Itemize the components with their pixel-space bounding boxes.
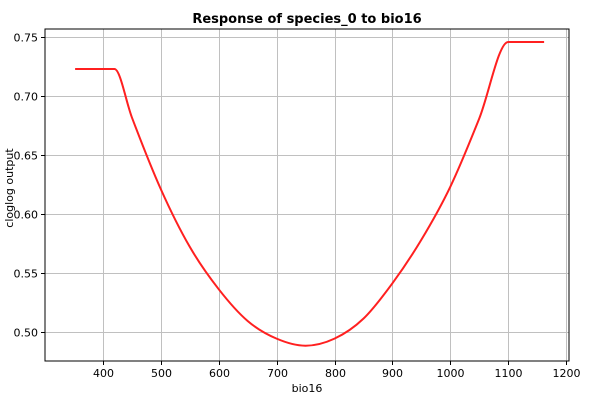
x-tick-label: 1100 bbox=[495, 367, 523, 380]
y-axis-title: cloglog output bbox=[3, 148, 16, 228]
series-layer bbox=[75, 40, 545, 347]
y-axis: 0.50 0.55 0.60 0.65 0.70 0.75 bbox=[14, 32, 45, 340]
x-tick-label: 1000 bbox=[437, 367, 465, 380]
x-tick-label: 400 bbox=[93, 367, 114, 380]
x-tick-label: 600 bbox=[209, 367, 230, 380]
x-tick-label: 500 bbox=[151, 367, 172, 380]
x-axis-title: bio16 bbox=[292, 382, 323, 395]
y-tick-label: 0.60 bbox=[14, 209, 39, 222]
x-tick-label: 800 bbox=[325, 367, 346, 380]
x-tick-label: 1200 bbox=[553, 367, 581, 380]
response-curve bbox=[75, 40, 545, 347]
x-tick-label: 700 bbox=[267, 367, 288, 380]
chart-title: Response of species_0 to bio16 bbox=[192, 12, 421, 27]
x-tick-label: 900 bbox=[382, 367, 403, 380]
y-tick-label: 0.75 bbox=[14, 32, 39, 45]
plot-frame bbox=[44, 28, 570, 362]
y-tick-label: 0.50 bbox=[14, 327, 39, 340]
y-tick-label: 0.55 bbox=[14, 268, 39, 281]
grid bbox=[45, 29, 569, 361]
y-tick-label: 0.65 bbox=[14, 150, 39, 163]
x-axis: 400 500 600 700 800 900 1000 1100 1200 bbox=[93, 361, 581, 380]
y-tick-label: 0.70 bbox=[14, 91, 39, 104]
